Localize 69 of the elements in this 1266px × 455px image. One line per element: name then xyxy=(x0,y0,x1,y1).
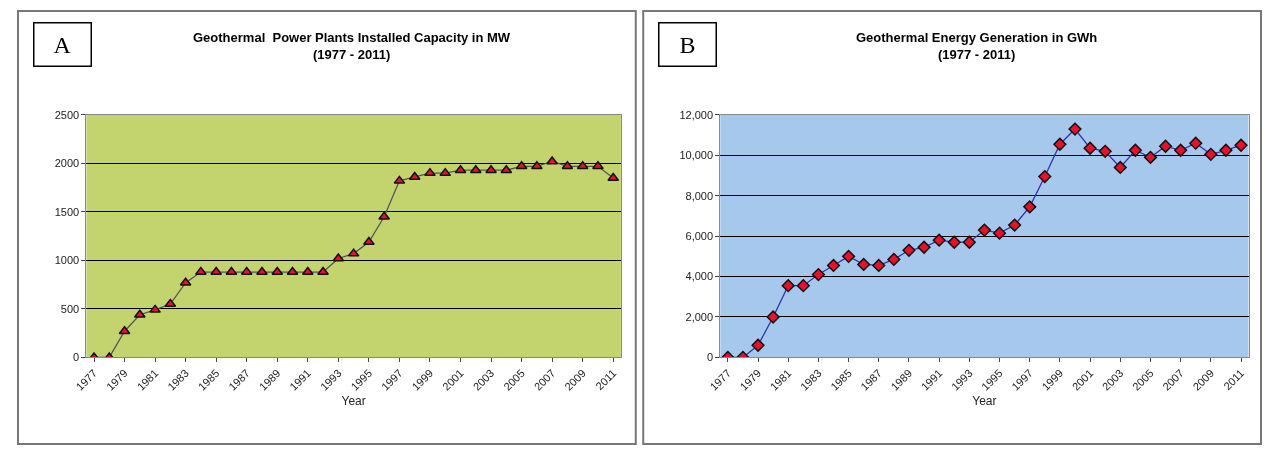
point xyxy=(751,338,765,352)
point xyxy=(469,164,482,174)
point xyxy=(500,164,513,174)
point xyxy=(932,233,946,247)
y-tick-label: 12,000 xyxy=(679,108,714,121)
point xyxy=(1219,143,1233,157)
y-tick-label: 8,000 xyxy=(685,189,714,202)
y-tick-label: 2500 xyxy=(54,108,80,121)
x-axis-title: Year xyxy=(341,393,366,408)
point xyxy=(781,279,795,293)
point xyxy=(977,223,992,237)
point xyxy=(887,252,901,266)
point xyxy=(454,164,467,174)
y-tick-label: 4,000 xyxy=(685,270,714,283)
point xyxy=(872,258,886,273)
y-tick-label: 0 xyxy=(706,351,714,364)
y-tick-label: 10,000 xyxy=(679,149,714,162)
y-tick-label: 0 xyxy=(73,351,80,364)
point xyxy=(301,266,314,276)
y-tick-label: 1500 xyxy=(54,205,80,218)
point xyxy=(992,226,1007,240)
point xyxy=(826,258,841,273)
point xyxy=(1023,200,1037,214)
point xyxy=(485,164,498,174)
x-axis-title: Year xyxy=(972,393,997,408)
chart-title: Geothermal Power Plants Installed Capacity in MW (1977 - 2011) xyxy=(193,30,511,62)
point xyxy=(1174,143,1188,157)
text: A xyxy=(53,31,72,58)
point xyxy=(1143,150,1158,164)
point xyxy=(841,249,856,263)
point xyxy=(240,266,253,276)
point xyxy=(1083,141,1097,155)
y-tick-label: 6,000 xyxy=(685,230,714,243)
point xyxy=(118,325,131,335)
point xyxy=(962,235,976,249)
point xyxy=(1053,137,1067,151)
point xyxy=(317,266,330,276)
point xyxy=(1204,147,1218,161)
point xyxy=(1038,169,1052,184)
point xyxy=(164,298,177,308)
point xyxy=(857,257,871,272)
point xyxy=(947,235,961,249)
point xyxy=(1008,218,1022,232)
y-tick-label: 1000 xyxy=(54,254,80,267)
point xyxy=(766,310,780,324)
point xyxy=(1158,139,1173,153)
point xyxy=(917,240,931,254)
chart-title: Geothermal Energy Generation in GWh (1977 - 2011) xyxy=(856,30,1098,62)
point xyxy=(210,266,223,276)
point xyxy=(1068,122,1082,136)
text: B xyxy=(679,31,696,58)
point xyxy=(1234,138,1248,152)
y-tick-label: 2,000 xyxy=(685,310,714,323)
point xyxy=(796,279,810,293)
point xyxy=(1098,144,1112,158)
y-tick-label: 2000 xyxy=(54,157,80,170)
point xyxy=(424,167,436,177)
point xyxy=(271,266,284,276)
point xyxy=(194,266,207,276)
point xyxy=(1128,143,1142,157)
point xyxy=(439,167,452,177)
point xyxy=(902,243,916,257)
point xyxy=(225,266,238,276)
y-tick-label: 500 xyxy=(60,302,80,315)
point xyxy=(811,267,825,282)
point xyxy=(1113,160,1127,175)
point xyxy=(256,266,268,276)
point xyxy=(1189,136,1203,150)
point xyxy=(286,266,299,276)
